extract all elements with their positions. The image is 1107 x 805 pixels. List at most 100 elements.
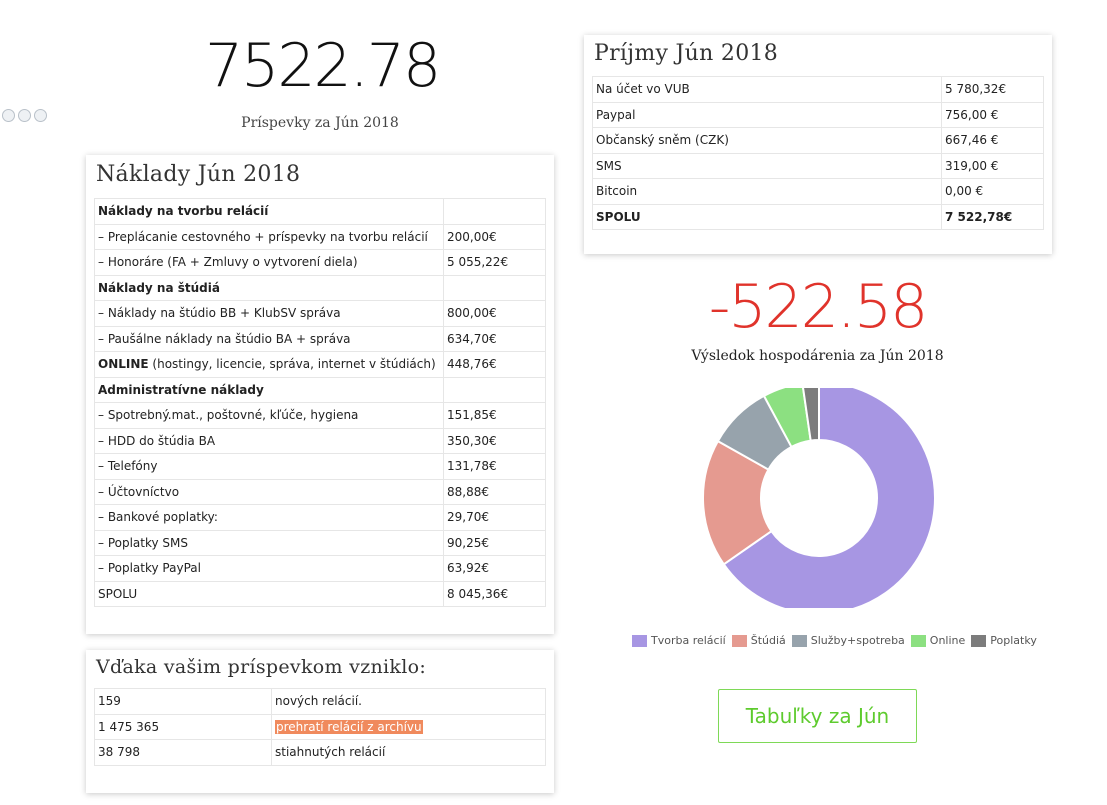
close-icon[interactable] xyxy=(34,109,47,122)
naklady-row-value xyxy=(443,376,546,403)
legend-item[interactable]: Online xyxy=(910,634,966,647)
share-icon[interactable] xyxy=(2,109,15,122)
prijmy-row: SMS 319,00 € xyxy=(592,152,1044,179)
naklady-row-label-suffix: (hostingy, licencie, správa, internet v … xyxy=(148,357,436,372)
naklady-row-value xyxy=(443,274,546,301)
donut-slice-0[interactable] xyxy=(722,388,936,608)
naklady-row: – Poplatky PayPal 63,92€ xyxy=(94,555,546,582)
prijmy-table: Na účet vo VUB 5 780,32€ Paypal 756,00 € Obč… xyxy=(592,76,1044,230)
legend-item[interactable]: Služby+spotreba xyxy=(791,634,905,647)
naklady-row-label: – Honoráre (FA + Zmluvy o vytvorení diel… xyxy=(94,249,444,276)
prijmy-row-value: 319,00 € xyxy=(941,152,1044,179)
naklady-row: SPOLU 8 045,36€ xyxy=(94,580,546,607)
prijmy-row-label: SPOLU xyxy=(592,203,942,230)
prijmy-row-value: 0,00 € xyxy=(941,178,1044,205)
prijmy-row-value: 7 522,78€ xyxy=(941,203,1044,230)
naklady-row: – Telefóny 131,78€ xyxy=(94,453,546,480)
tabulky-button[interactable]: Tabuľky za Jún xyxy=(718,689,917,743)
prijmy-row: Na účet vo VUB 5 780,32€ xyxy=(592,76,1044,103)
prijmy-row: Paypal 756,00 € xyxy=(592,101,1044,128)
vdaka-row-text: stiahnutých relácií xyxy=(271,739,546,766)
naklady-row-value: 448,76€ xyxy=(443,351,546,378)
naklady-row-label: – Účtovníctvo xyxy=(94,478,444,505)
legend-swatch xyxy=(632,634,647,647)
vdaka-title: Vďaka vašim príspevkom vzniklo: xyxy=(96,656,427,678)
naklady-row-label: – Bankové poplatky: xyxy=(94,504,444,531)
total-contributions: 7522.78 xyxy=(205,31,441,101)
naklady-row-value xyxy=(443,198,546,225)
highlighted-text: prehratí relácií z archívu xyxy=(275,719,423,734)
prijmy-row-label: SMS xyxy=(592,152,942,179)
naklady-row-label: ONLINE (hostingy, licencie, správa, inte… xyxy=(94,351,444,378)
legend-label: Tvorba relácií xyxy=(651,634,726,647)
naklady-row-value: 63,92€ xyxy=(443,555,546,582)
naklady-row: Administratívne náklady xyxy=(94,376,546,403)
naklady-row-label: – Poplatky SMS xyxy=(94,529,444,556)
vdaka-table: 159 nových relácií. 1 475 365 prehratí relá… xyxy=(94,688,546,766)
naklady-row: – Spotrebný.mat., poštovné, kľúče, hygie… xyxy=(94,402,546,429)
naklady-row: – HDD do štúdia BA 350,30€ xyxy=(94,427,546,454)
legend-label: Online xyxy=(929,634,966,647)
prijmy-row-value: 5 780,32€ xyxy=(941,76,1044,103)
naklady-row-label: SPOLU xyxy=(94,580,444,607)
legend-item[interactable]: Tvorba relácií xyxy=(632,634,726,647)
vdaka-row: 38 798 stiahnutých relácií xyxy=(94,739,546,766)
info-icon[interactable] xyxy=(18,109,31,122)
vdaka-row-number: 159 xyxy=(94,688,272,715)
prijmy-row: SPOLU 7 522,78€ xyxy=(592,203,1044,230)
prijmy-title: Príjmy Jún 2018 xyxy=(594,41,779,66)
vdaka-row-text-value: stiahnutých relácií xyxy=(275,745,386,760)
prijmy-row-label: Na účet vo VUB xyxy=(592,76,942,103)
naklady-row: – Poplatky SMS 90,25€ xyxy=(94,529,546,556)
naklady-row-label: – Poplatky PayPal xyxy=(94,555,444,582)
naklady-row-label: – HDD do štúdia BA xyxy=(94,427,444,454)
naklady-row-value: 5 055,22€ xyxy=(443,249,546,276)
prijmy-row-label: Občanský sněm (CZK) xyxy=(592,127,942,154)
naklady-row-label: Administratívne náklady xyxy=(94,376,444,403)
naklady-row-value: 131,78€ xyxy=(443,453,546,480)
legend-swatch xyxy=(791,634,807,647)
vdaka-card: Vďaka vašim príspevkom vzniklo: 159 novýc… xyxy=(86,650,554,793)
donut-slice-4[interactable] xyxy=(802,388,820,442)
vdaka-row-number: 38 798 xyxy=(94,739,272,766)
naklady-row: – Účtovníctvo 88,88€ xyxy=(94,478,546,505)
prijmy-row: Bitcoin 0,00 € xyxy=(592,178,1044,205)
prijmy-row: Občanský sněm (CZK) 667,46 € xyxy=(592,127,1044,154)
vdaka-row-text: prehratí relácií z archívu xyxy=(271,713,546,740)
naklady-title: Náklady Jún 2018 xyxy=(96,162,301,187)
naklady-card: Náklady Jún 2018 Náklady na tvorbu relác… xyxy=(86,155,554,634)
naklady-row: – Paušálne náklady na štúdio BA + správa… xyxy=(94,325,546,352)
share-icons xyxy=(2,107,50,126)
prijmy-row-label: Bitcoin xyxy=(592,178,942,205)
naklady-row-value: 29,70€ xyxy=(443,504,546,531)
vdaka-row-number: 1 475 365 xyxy=(94,713,272,740)
naklady-row-label: – Spotrebný.mat., poštovné, kľúče, hygie… xyxy=(94,402,444,429)
naklady-row: – Bankové poplatky: 29,70€ xyxy=(94,504,546,531)
naklady-row: – Preplácanie cestovného + príspevky na … xyxy=(94,223,546,250)
naklady-row-value: 8 045,36€ xyxy=(443,580,546,607)
vdaka-row-text: nových relácií. xyxy=(271,688,546,715)
prijmy-row-value: 667,46 € xyxy=(941,127,1044,154)
naklady-row-label: – Paušálne náklady na štúdio BA + správa xyxy=(94,325,444,352)
vdaka-row: 1 475 365 prehratí relácií z archívu xyxy=(94,713,546,740)
legend-item[interactable]: Štúdiá xyxy=(731,634,786,647)
naklady-row-value: 634,70€ xyxy=(443,325,546,352)
legend-label: Služby+spotreba xyxy=(810,634,905,647)
naklady-row: – Náklady na štúdio BB + KlubSV správa 80… xyxy=(94,300,546,327)
legend-label: Poplatky xyxy=(990,634,1037,647)
total-contributions-caption: Príspevky za Jún 2018 xyxy=(241,115,399,131)
naklady-row-label: Náklady na štúdiá xyxy=(94,274,444,301)
legend-swatch xyxy=(971,634,987,647)
naklady-row-value: 350,30€ xyxy=(443,427,546,454)
naklady-row-value: 88,88€ xyxy=(443,478,546,505)
naklady-row-value: 200,00€ xyxy=(443,223,546,250)
legend-label: Štúdiá xyxy=(750,634,786,647)
prijmy-card: Príjmy Jún 2018 Na účet vo VUB 5 780,32€ P… xyxy=(584,35,1052,254)
naklady-row-value: 800,00€ xyxy=(443,300,546,327)
legend-item[interactable]: Poplatky xyxy=(971,634,1037,647)
donut-chart xyxy=(702,388,936,608)
naklady-row: ONLINE (hostingy, licencie, správa, inte… xyxy=(94,351,546,378)
naklady-row-label: Náklady na tvorbu relácií xyxy=(94,198,444,225)
naklady-table: Náklady na tvorbu relácií – Preplácanie c… xyxy=(94,198,546,607)
naklady-row-label: – Preplácanie cestovného + príspevky na … xyxy=(94,223,444,250)
